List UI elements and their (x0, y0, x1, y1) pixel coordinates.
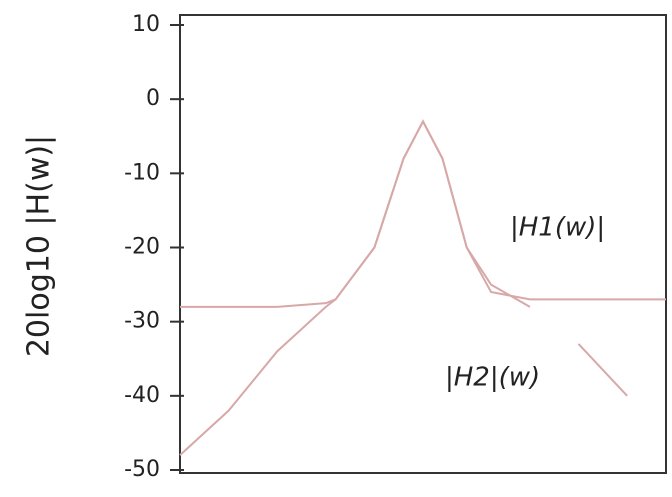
series-label: |H1(w)| (510, 213, 605, 243)
y-tick-label: -10 (124, 160, 160, 185)
y-tick-label: 10 (132, 12, 160, 37)
y-tick-label: 0 (146, 86, 160, 111)
y-tick-label: -30 (124, 309, 160, 334)
y-tick-label: -50 (124, 457, 160, 482)
y-tick-label: -40 (124, 383, 160, 408)
series-label: |H2|(w) (445, 363, 540, 393)
y-axis-label: 20log10 |H(w)| (22, 135, 57, 357)
series-line (179, 119, 628, 456)
y-tick-label: -20 (124, 235, 160, 260)
plot-frame (179, 14, 667, 474)
